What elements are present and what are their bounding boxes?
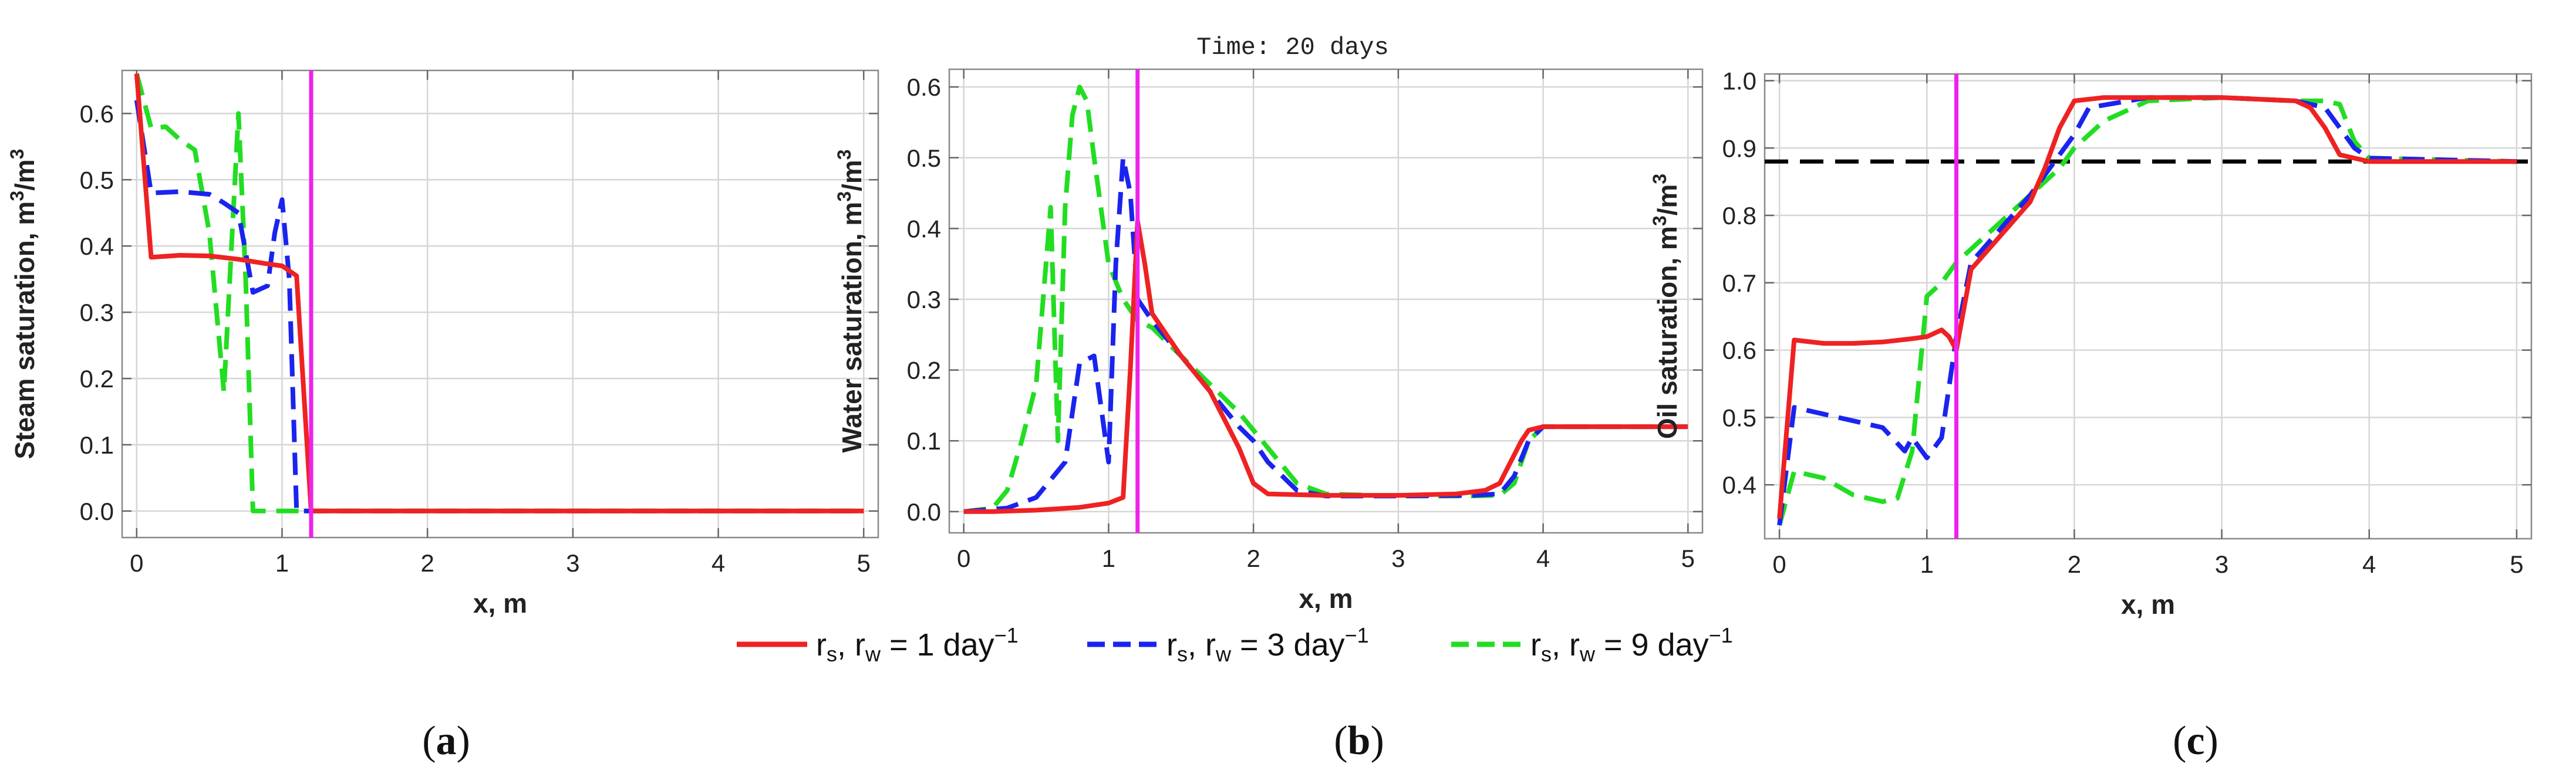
- y-tick-label: 0.1: [907, 427, 941, 455]
- x-tick-label: 3: [566, 549, 579, 577]
- x-tick-label: 5: [1681, 545, 1695, 572]
- y-tick-label: 0.6: [907, 73, 941, 101]
- panel-a-steam-saturation: 0 1 2 3 4 5 0.0 0.1 0.2 0.3 0.4 0.5 0.6 x, m Steam sat…: [6, 69, 879, 619]
- y-tick-label: 0.2: [907, 357, 941, 384]
- x-tick-label: 4: [2362, 550, 2376, 578]
- y-tick-label: 0.0: [907, 498, 941, 526]
- x-tick-label: 1: [275, 549, 289, 577]
- y-tick-label: 0.4: [907, 215, 941, 242]
- y-tick-label: 0.9: [1722, 134, 1756, 162]
- x-tick-label: 4: [1536, 545, 1550, 572]
- series-line-r3: [134, 100, 864, 513]
- y-axis-label: Steam saturation, m3/m3: [6, 149, 40, 459]
- plot-area: [122, 70, 878, 538]
- legend-label-r1: rs, rw = 1 day−1: [816, 623, 1019, 666]
- plot-area: [949, 69, 1702, 533]
- x-axis-label: x, m: [2121, 589, 2175, 620]
- legend: rs, rw = 1 day−1 rs, rw = 3 day−1 rs, rw…: [737, 623, 1733, 666]
- y-tick-label: 0.4: [1722, 471, 1756, 499]
- x-tick-label: 0: [957, 545, 970, 572]
- legend-entry-r1: rs, rw = 1 day−1: [737, 623, 1019, 666]
- plot-area: [1765, 74, 2531, 539]
- y-axis-label: Oil saturation, m3/m3: [1649, 174, 1683, 439]
- plot-frame: [121, 69, 879, 539]
- y-tick-label: 0.4: [80, 232, 114, 260]
- plot-frame: [948, 68, 1704, 534]
- legend-entry-r3: rs, rw = 3 day−1: [1087, 623, 1369, 666]
- y-tick-label: 0.8: [1722, 202, 1756, 229]
- x-tick-label: 2: [420, 549, 434, 577]
- x-tick-label: 4: [712, 549, 725, 577]
- legend-label-r9: rs, rw = 9 day−1: [1530, 623, 1733, 666]
- caption-c: (c): [2173, 718, 2218, 763]
- legend-entry-r9: rs, rw = 9 day−1: [1451, 623, 1733, 666]
- caption-b: (b): [1334, 718, 1384, 763]
- y-tick-label: 0.3: [907, 286, 941, 313]
- x-tick-label: 1: [1102, 545, 1115, 572]
- y-tick-label: 0.6: [1722, 337, 1756, 364]
- x-tick-label: 2: [2068, 550, 2081, 578]
- series-line-r1: [1777, 95, 2517, 519]
- series-line-r1: [134, 73, 864, 513]
- y-tick-label: 0.5: [80, 166, 114, 194]
- series-line-r9: [1777, 95, 2517, 526]
- legend-label-r3: rs, rw = 3 day−1: [1166, 623, 1369, 666]
- x-tick-label: 5: [2510, 550, 2523, 578]
- x-axis-label: x, m: [1299, 583, 1353, 614]
- x-tick-label: 1: [1920, 550, 1934, 578]
- x-tick-label: 3: [1391, 545, 1405, 572]
- x-tick-label: 2: [1246, 545, 1260, 572]
- x-axis-label: x, m: [473, 588, 527, 619]
- y-tick-label: 1.0: [1722, 67, 1756, 94]
- x-tick-label: 3: [2215, 550, 2228, 578]
- series-line-r3: [1777, 95, 2517, 526]
- x-tick-label: 0: [1772, 550, 1786, 578]
- series-line-r1: [963, 219, 1688, 514]
- y-tick-label: 0.3: [80, 299, 114, 326]
- panel-c-oil-saturation: 0 1 2 3 4 5 0.4 0.5 0.6 0.7 0.8 0.9 1.0 x, m Oil satur…: [1649, 67, 2533, 620]
- time-label: Time: 20 days: [1196, 33, 1389, 62]
- y-tick-label: 0.6: [80, 100, 114, 127]
- y-tick-label: 0.5: [1722, 404, 1756, 431]
- y-tick-label: 0.7: [1722, 269, 1756, 297]
- plot-frame: [1764, 73, 2533, 540]
- caption-a: (a): [422, 718, 470, 763]
- y-tick-label: 0.1: [80, 431, 114, 459]
- y-tick-label: 0.2: [80, 365, 114, 393]
- panel-b-water-saturation: 0 1 2 3 4 5 0.0 0.1 0.2 0.3 0.4 0.5 0.6 x, m Water sat…: [834, 68, 1704, 614]
- x-tick-label: 5: [857, 549, 871, 577]
- x-tick-label: 0: [130, 549, 143, 577]
- y-tick-label: 0.0: [80, 498, 114, 525]
- series-line-r9: [134, 73, 864, 513]
- y-tick-label: 0.5: [907, 144, 941, 172]
- y-axis-label: Water saturation, m3/m3: [834, 150, 867, 453]
